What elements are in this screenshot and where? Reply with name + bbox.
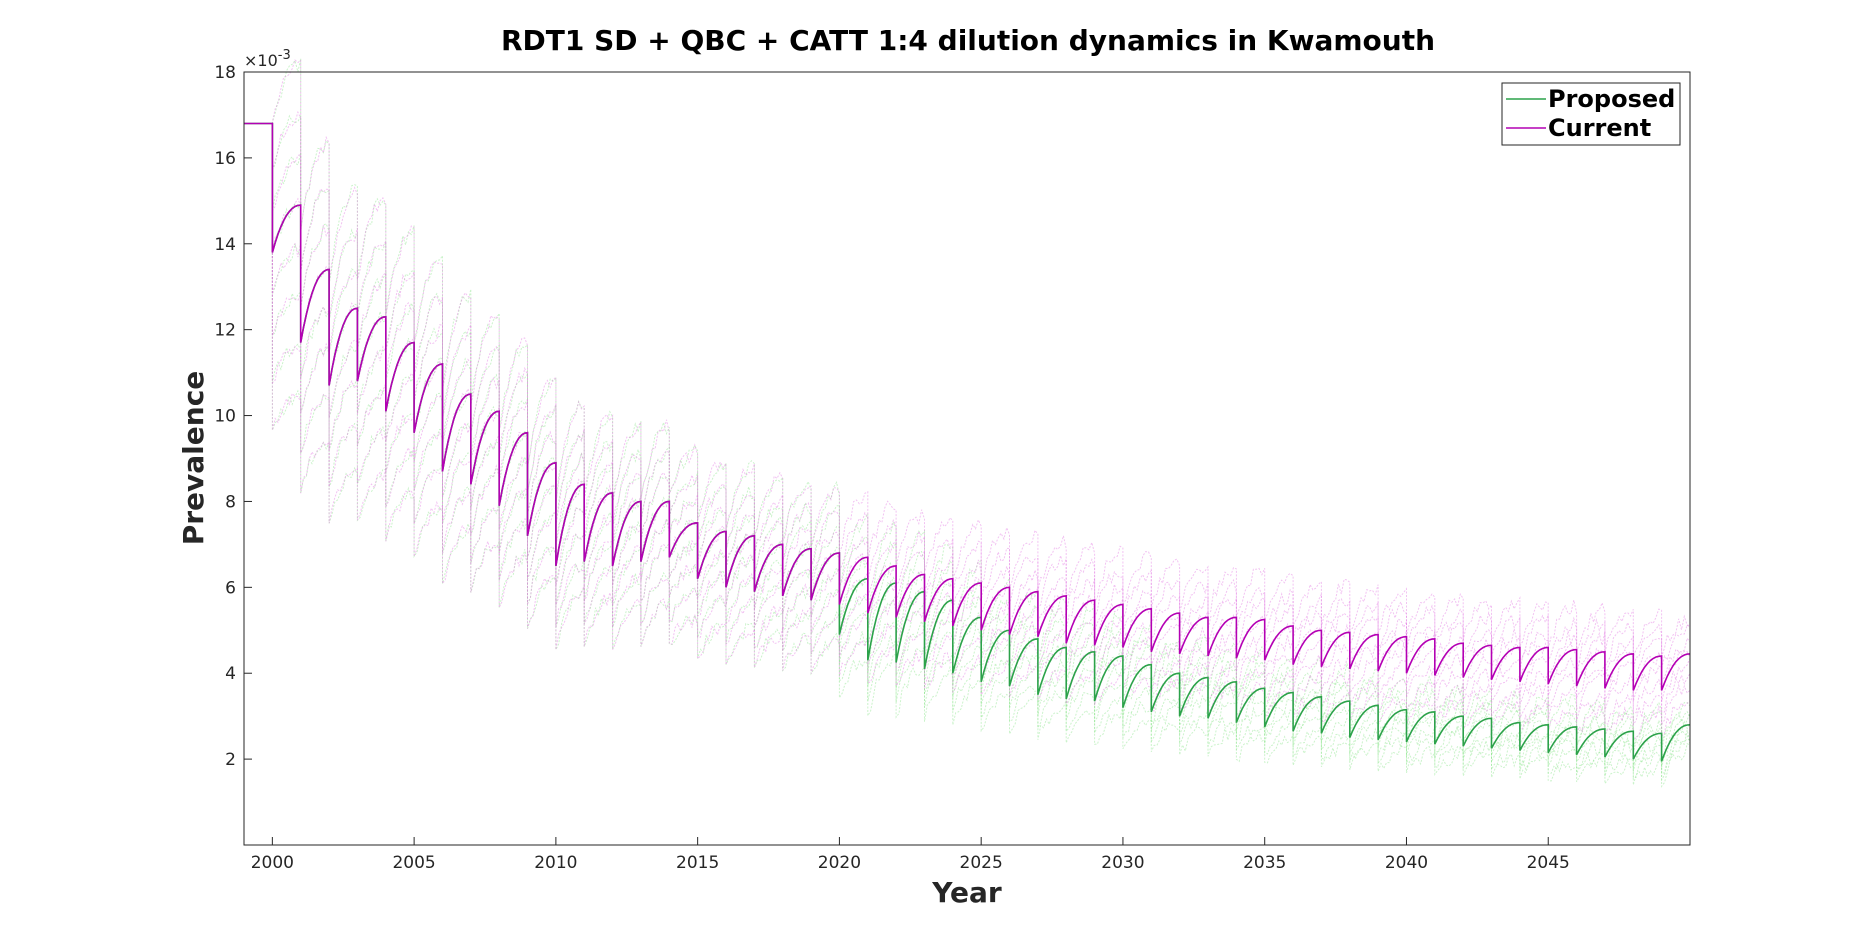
plot-frame xyxy=(243,71,1691,846)
x-tick-label: 2030 xyxy=(1101,853,1144,873)
plot-area xyxy=(243,58,1691,846)
y-tick-label: 14 xyxy=(214,235,236,255)
x-tick-label: 2010 xyxy=(534,853,577,873)
sample-trajectories xyxy=(244,58,1691,788)
y-axis-label: Prevalence xyxy=(177,371,210,546)
mean-series xyxy=(244,122,1691,762)
x-tick-label: 2040 xyxy=(1385,853,1428,873)
sample-line-current xyxy=(244,123,1691,714)
x-axis: 2000 2005 2010 2015 2020 2025 2030 2035 2040 2045 xyxy=(251,837,1570,873)
y-tick-label: 6 xyxy=(225,578,236,598)
sample-line-current xyxy=(244,123,1691,681)
sample-line-current xyxy=(244,123,1691,691)
x-tick-label: 2035 xyxy=(1243,853,1286,873)
sample-line-proposed xyxy=(244,123,1691,788)
chart-title: RDT1 SD + QBC + CATT 1:4 dilution dynami… xyxy=(501,24,1435,57)
sample-line-proposed xyxy=(244,123,1691,768)
y-tick-label: 10 xyxy=(214,407,236,427)
legend-entry-proposed: Proposed xyxy=(1548,85,1675,113)
sample-line-current xyxy=(244,110,1691,669)
legend-entry-current: Current xyxy=(1548,114,1651,142)
sample-line-current xyxy=(244,123,1691,702)
y-tick-label: 8 xyxy=(225,492,236,512)
sample-line-proposed xyxy=(244,123,1691,757)
sample-line-current xyxy=(244,123,1691,727)
sample-line-current xyxy=(244,123,1691,740)
y-multiplier-label: ×10-3 xyxy=(244,48,291,70)
sample-line-proposed xyxy=(244,123,1691,782)
x-tick-label: 2045 xyxy=(1527,853,1570,873)
sample-line-current xyxy=(244,59,1691,657)
series-line-current xyxy=(244,122,1691,691)
y-tick-label: 16 xyxy=(214,149,236,169)
x-tick-label: 2015 xyxy=(676,853,719,873)
x-tick-label: 2020 xyxy=(818,853,861,873)
sample-line-proposed xyxy=(244,58,1691,743)
legend-box xyxy=(1501,82,1681,146)
series-line-proposed xyxy=(244,122,1691,762)
y-tick-label: 4 xyxy=(225,664,236,684)
legend: Proposed Current xyxy=(1501,82,1681,146)
y-tick-label: 2 xyxy=(225,750,236,770)
x-axis-label: Year xyxy=(931,876,1002,909)
sample-line-proposed xyxy=(244,114,1691,750)
sample-line-proposed xyxy=(244,123,1691,762)
x-tick-label: 2005 xyxy=(392,853,435,873)
y-axis: 2 4 6 8 10 12 14 16 18 xyxy=(214,63,252,770)
x-tick-label: 2025 xyxy=(960,853,1003,873)
y-tick-label: 12 xyxy=(214,321,236,341)
x-tick-label: 2000 xyxy=(251,853,294,873)
sample-line-proposed xyxy=(244,123,1691,774)
y-tick-label: 18 xyxy=(214,63,236,83)
